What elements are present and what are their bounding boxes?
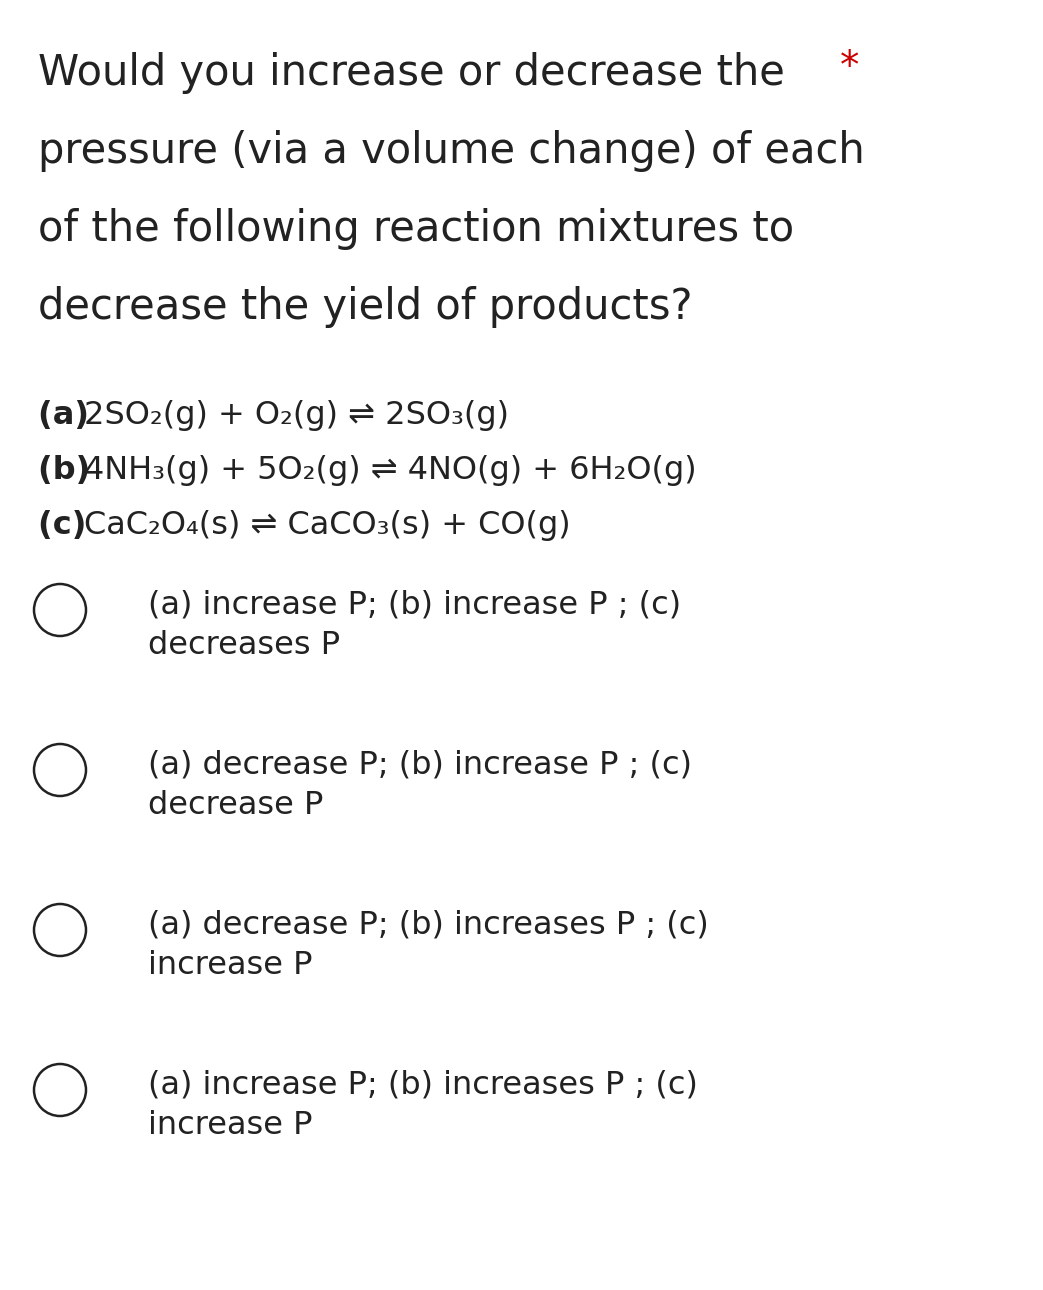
Text: (a) increase P; (b) increase P ; (c): (a) increase P; (b) increase P ; (c) xyxy=(148,590,681,620)
Text: increase P: increase P xyxy=(148,949,313,980)
Text: (a): (a) xyxy=(38,400,100,431)
Text: decreases P: decreases P xyxy=(148,630,340,660)
Text: (a) decrease P; (b) increases P ; (c): (a) decrease P; (b) increases P ; (c) xyxy=(148,909,709,940)
Text: of the following reaction mixtures to: of the following reaction mixtures to xyxy=(38,208,794,250)
Text: decrease the yield of products?: decrease the yield of products? xyxy=(38,286,693,328)
Text: *: * xyxy=(840,48,859,86)
Text: (c): (c) xyxy=(38,510,97,541)
Text: Would you increase or decrease the: Would you increase or decrease the xyxy=(38,52,785,94)
Text: CaC₂O₄(s) ⇌ CaCO₃(s) + CO(g): CaC₂O₄(s) ⇌ CaCO₃(s) + CO(g) xyxy=(84,510,571,541)
Text: pressure (via a volume change) of each: pressure (via a volume change) of each xyxy=(38,130,865,172)
Text: (b): (b) xyxy=(38,455,101,486)
Text: decrease P: decrease P xyxy=(148,789,323,820)
Text: (a) decrease P; (b) increase P ; (c): (a) decrease P; (b) increase P ; (c) xyxy=(148,749,692,780)
Text: increase P: increase P xyxy=(148,1109,313,1140)
Text: 4NH₃(g) + 5O₂(g) ⇌ 4NO(g) + 6H₂O(g): 4NH₃(g) + 5O₂(g) ⇌ 4NO(g) + 6H₂O(g) xyxy=(84,455,697,486)
Text: 2SO₂(g) + O₂(g) ⇌ 2SO₃(g): 2SO₂(g) + O₂(g) ⇌ 2SO₃(g) xyxy=(84,400,509,431)
Text: (a) increase P; (b) increases P ; (c): (a) increase P; (b) increases P ; (c) xyxy=(148,1069,698,1100)
